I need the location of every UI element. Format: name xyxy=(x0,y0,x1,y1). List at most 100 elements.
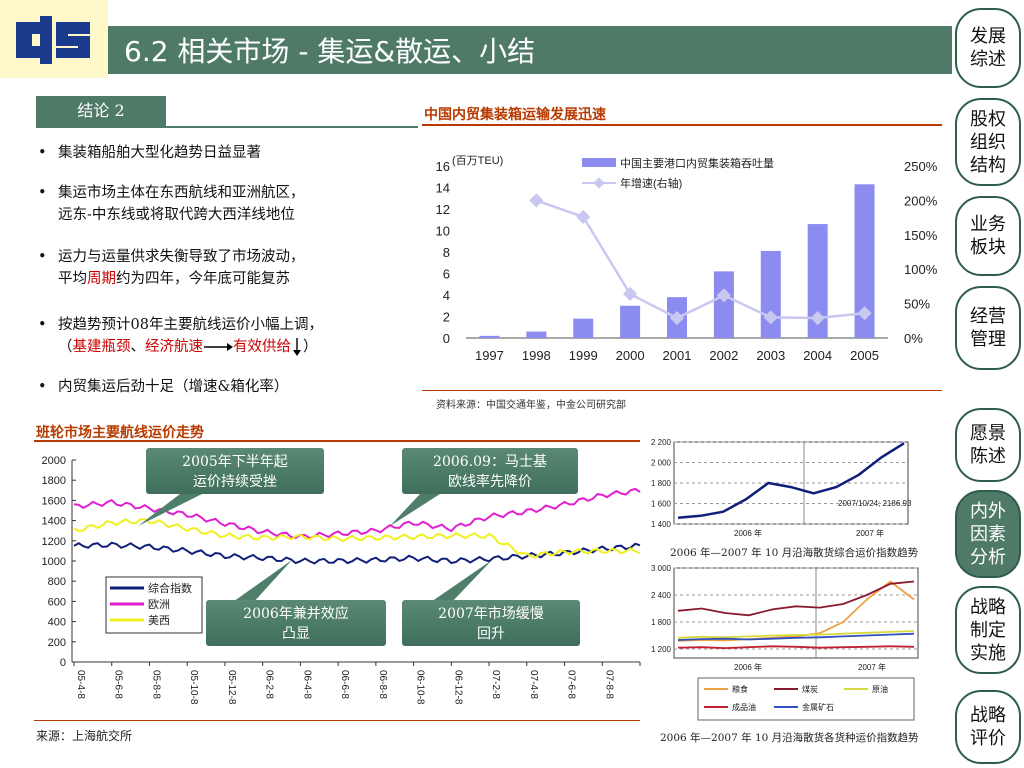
cargo-line-3 xyxy=(677,645,915,650)
liner-chart-source-rule xyxy=(34,720,640,721)
bullet-text: 运力与运量供求失衡导致了市场波动， 平均周期约为四年，今年底可能复苏 xyxy=(58,249,305,287)
x-tick-label: 2002 xyxy=(709,348,738,363)
x-tick-label: 2004 xyxy=(803,348,832,363)
y-tick-label: 1 400 xyxy=(651,520,672,529)
liner-chart-title: 班轮市场主要航线运价走势 xyxy=(36,425,204,441)
bar-2004 xyxy=(807,224,828,338)
x-tick-label: 06-10-8 xyxy=(415,670,426,705)
callout-2007-recovery: 2007年市场缓慢 回升 xyxy=(402,600,580,646)
legend-label: 欧洲 xyxy=(148,598,170,611)
bar-2003 xyxy=(760,250,781,338)
bullet-text: 集装箱船舶大型化趋势日益显著 xyxy=(58,145,261,161)
x-tick-label: 2001 xyxy=(663,348,692,363)
x-tick-label: 07-10-8 xyxy=(641,670,642,705)
nav-item-equity-structure[interactable]: 股权 组织 结构 xyxy=(955,98,1021,186)
legend-label: 煤炭 xyxy=(802,684,818,694)
right-arrow-icon xyxy=(204,343,233,351)
y-tick-label: 16 xyxy=(436,159,450,174)
x-tick-label: 07-2-8 xyxy=(490,670,501,699)
x-tick-label: 06-6-8 xyxy=(339,670,350,699)
nav-item-strategy-implementation[interactable]: 战略 制定 实施 xyxy=(955,586,1021,674)
bullet-mark: • xyxy=(38,317,47,333)
callout-pointer-1 xyxy=(138,494,202,526)
y-tick-label: 14 xyxy=(436,181,450,196)
legend-label: 粮食 xyxy=(732,684,748,694)
logo-area xyxy=(0,0,108,78)
y-tick-label: 10 xyxy=(436,224,450,239)
container-chart-title: 中国内贸集装箱运输发展迅速 xyxy=(424,107,606,123)
bar-2005 xyxy=(854,184,875,338)
legend-label: 美西 xyxy=(148,614,170,627)
nav-item-operations-management[interactable]: 经营 管理 xyxy=(955,286,1021,370)
y-tick-label: 4 xyxy=(443,288,450,303)
bullet-mark: • xyxy=(38,185,47,201)
liner-chart-source: 来源：上海航交所 xyxy=(36,729,133,743)
x-tick-label: 1999 xyxy=(569,348,598,363)
legend-bar-label: 中国主要港口内贸集装箱吞吐量 xyxy=(620,156,774,170)
x-tick-label: 05-4-8 xyxy=(75,670,86,699)
composite-index-line xyxy=(677,442,905,520)
legend-line-label: 年增速(右轴) xyxy=(620,176,682,190)
x-tick-label: 07-4-8 xyxy=(528,670,539,699)
y-tick-label: 1 800 xyxy=(651,618,672,627)
x-label-2006: 2006 年 xyxy=(734,662,762,672)
y2-tick-label: 250% xyxy=(904,159,938,174)
conclusion-bullet-3: • 运力与运量供求失衡导致了市场波动， 平均周期约为四年，今年底可能复苏 xyxy=(38,246,418,290)
y2-tick-label: 0% xyxy=(904,331,923,346)
y-tick-label: 400 xyxy=(48,617,66,629)
nav-item-strategy-evaluation[interactable]: 战略 评价 xyxy=(955,690,1021,764)
callout-2006-merger: 2006年兼并效应 凸显 xyxy=(206,600,386,646)
series-line-0 xyxy=(73,541,641,565)
growth-rate-point xyxy=(623,286,638,302)
y-tick-label: 3 000 xyxy=(651,564,672,573)
liner-chart-title-rule xyxy=(34,440,640,442)
y-tick-label: 600 xyxy=(48,596,66,608)
down-arrow-icon xyxy=(293,338,301,356)
growth-rate-point xyxy=(857,306,872,321)
y-tick-label: 1400 xyxy=(42,516,66,528)
page-title: 6.2 相关市场 - 集运&散运、小结 xyxy=(124,35,536,68)
index-annotation: 2007/10/24; 2186.93 xyxy=(838,499,912,508)
highlight-effective-supply: 有效供给 xyxy=(233,339,291,355)
legend-label: 金属矿石 xyxy=(802,702,834,712)
x-tick-label: 2003 xyxy=(756,348,785,363)
x-tick-label: 2000 xyxy=(616,348,645,363)
series-line-2 xyxy=(73,518,641,559)
container-throughput-chart: 0 2 4 6 8 10 12 14 16 0% 50% 100% 150% 200% 250% (百万TEU… xyxy=(436,155,938,363)
bullet-mark: • xyxy=(38,145,47,161)
legend-line-marker xyxy=(593,177,605,189)
cargo-line-2 xyxy=(677,630,915,639)
bulk-chart1-caption: 2006 年—2007 年 10 月沿海散货综合运价指数趋势 xyxy=(670,547,919,559)
bullet-mark: • xyxy=(38,249,47,265)
callout-2005-decline: 2005年下半年起 运价持续受挫 xyxy=(146,448,324,494)
y-tick-label: 1 600 xyxy=(651,500,672,509)
x-label-2007: 2007 年 xyxy=(858,662,886,672)
cargo-line-1 xyxy=(677,580,915,617)
bar-2000 xyxy=(620,305,641,338)
y-tick-label: 2 000 xyxy=(651,459,672,468)
y-tick-label: 200 xyxy=(48,637,66,649)
bullet-mark: • xyxy=(38,379,47,395)
x-tick-label: 2005 xyxy=(850,348,879,363)
container-chart-source: 资料来源：中国交通年鉴，中金公司研究部 xyxy=(436,400,626,411)
growth-rate-point xyxy=(763,310,778,325)
liner-freight-rate-chart: 0 200 400 600 800 1000 1200 1400 1600 1800 2000 05-… xyxy=(42,455,642,705)
y-tick-label: 2 400 xyxy=(651,591,672,600)
growth-rate-point xyxy=(669,310,685,326)
growth-rate-point xyxy=(529,193,544,208)
cargo-line-4 xyxy=(677,632,915,641)
nav-item-development-overview[interactable]: 发展 综述 xyxy=(955,8,1021,88)
nav-item-vision-statement[interactable]: 愿景 陈述 xyxy=(955,408,1021,482)
x-tick-label: 06-2-8 xyxy=(264,670,275,699)
x-tick-label: 07-6-8 xyxy=(566,670,577,699)
y-tick-label: 1 800 xyxy=(651,479,672,488)
conclusion-bullet-5: • 内贸集运后劲十足（增速&箱化率） xyxy=(38,376,418,398)
nav-item-business-segments[interactable]: 业务 板块 xyxy=(955,196,1021,276)
highlight-cycle: 周期 xyxy=(87,271,116,287)
nav-item-factor-analysis[interactable]: 内外 因素 分析 xyxy=(955,490,1021,578)
x-tick-label: 06-4-8 xyxy=(301,670,312,699)
growth-rate-point xyxy=(716,288,731,303)
bullet-text: 集运市场主体在东西航线和亚洲航区， 远东-中东线或将取代跨大西洋线地位 xyxy=(58,185,305,223)
conclusion-divider xyxy=(36,126,418,128)
bar-1997 xyxy=(479,335,500,338)
